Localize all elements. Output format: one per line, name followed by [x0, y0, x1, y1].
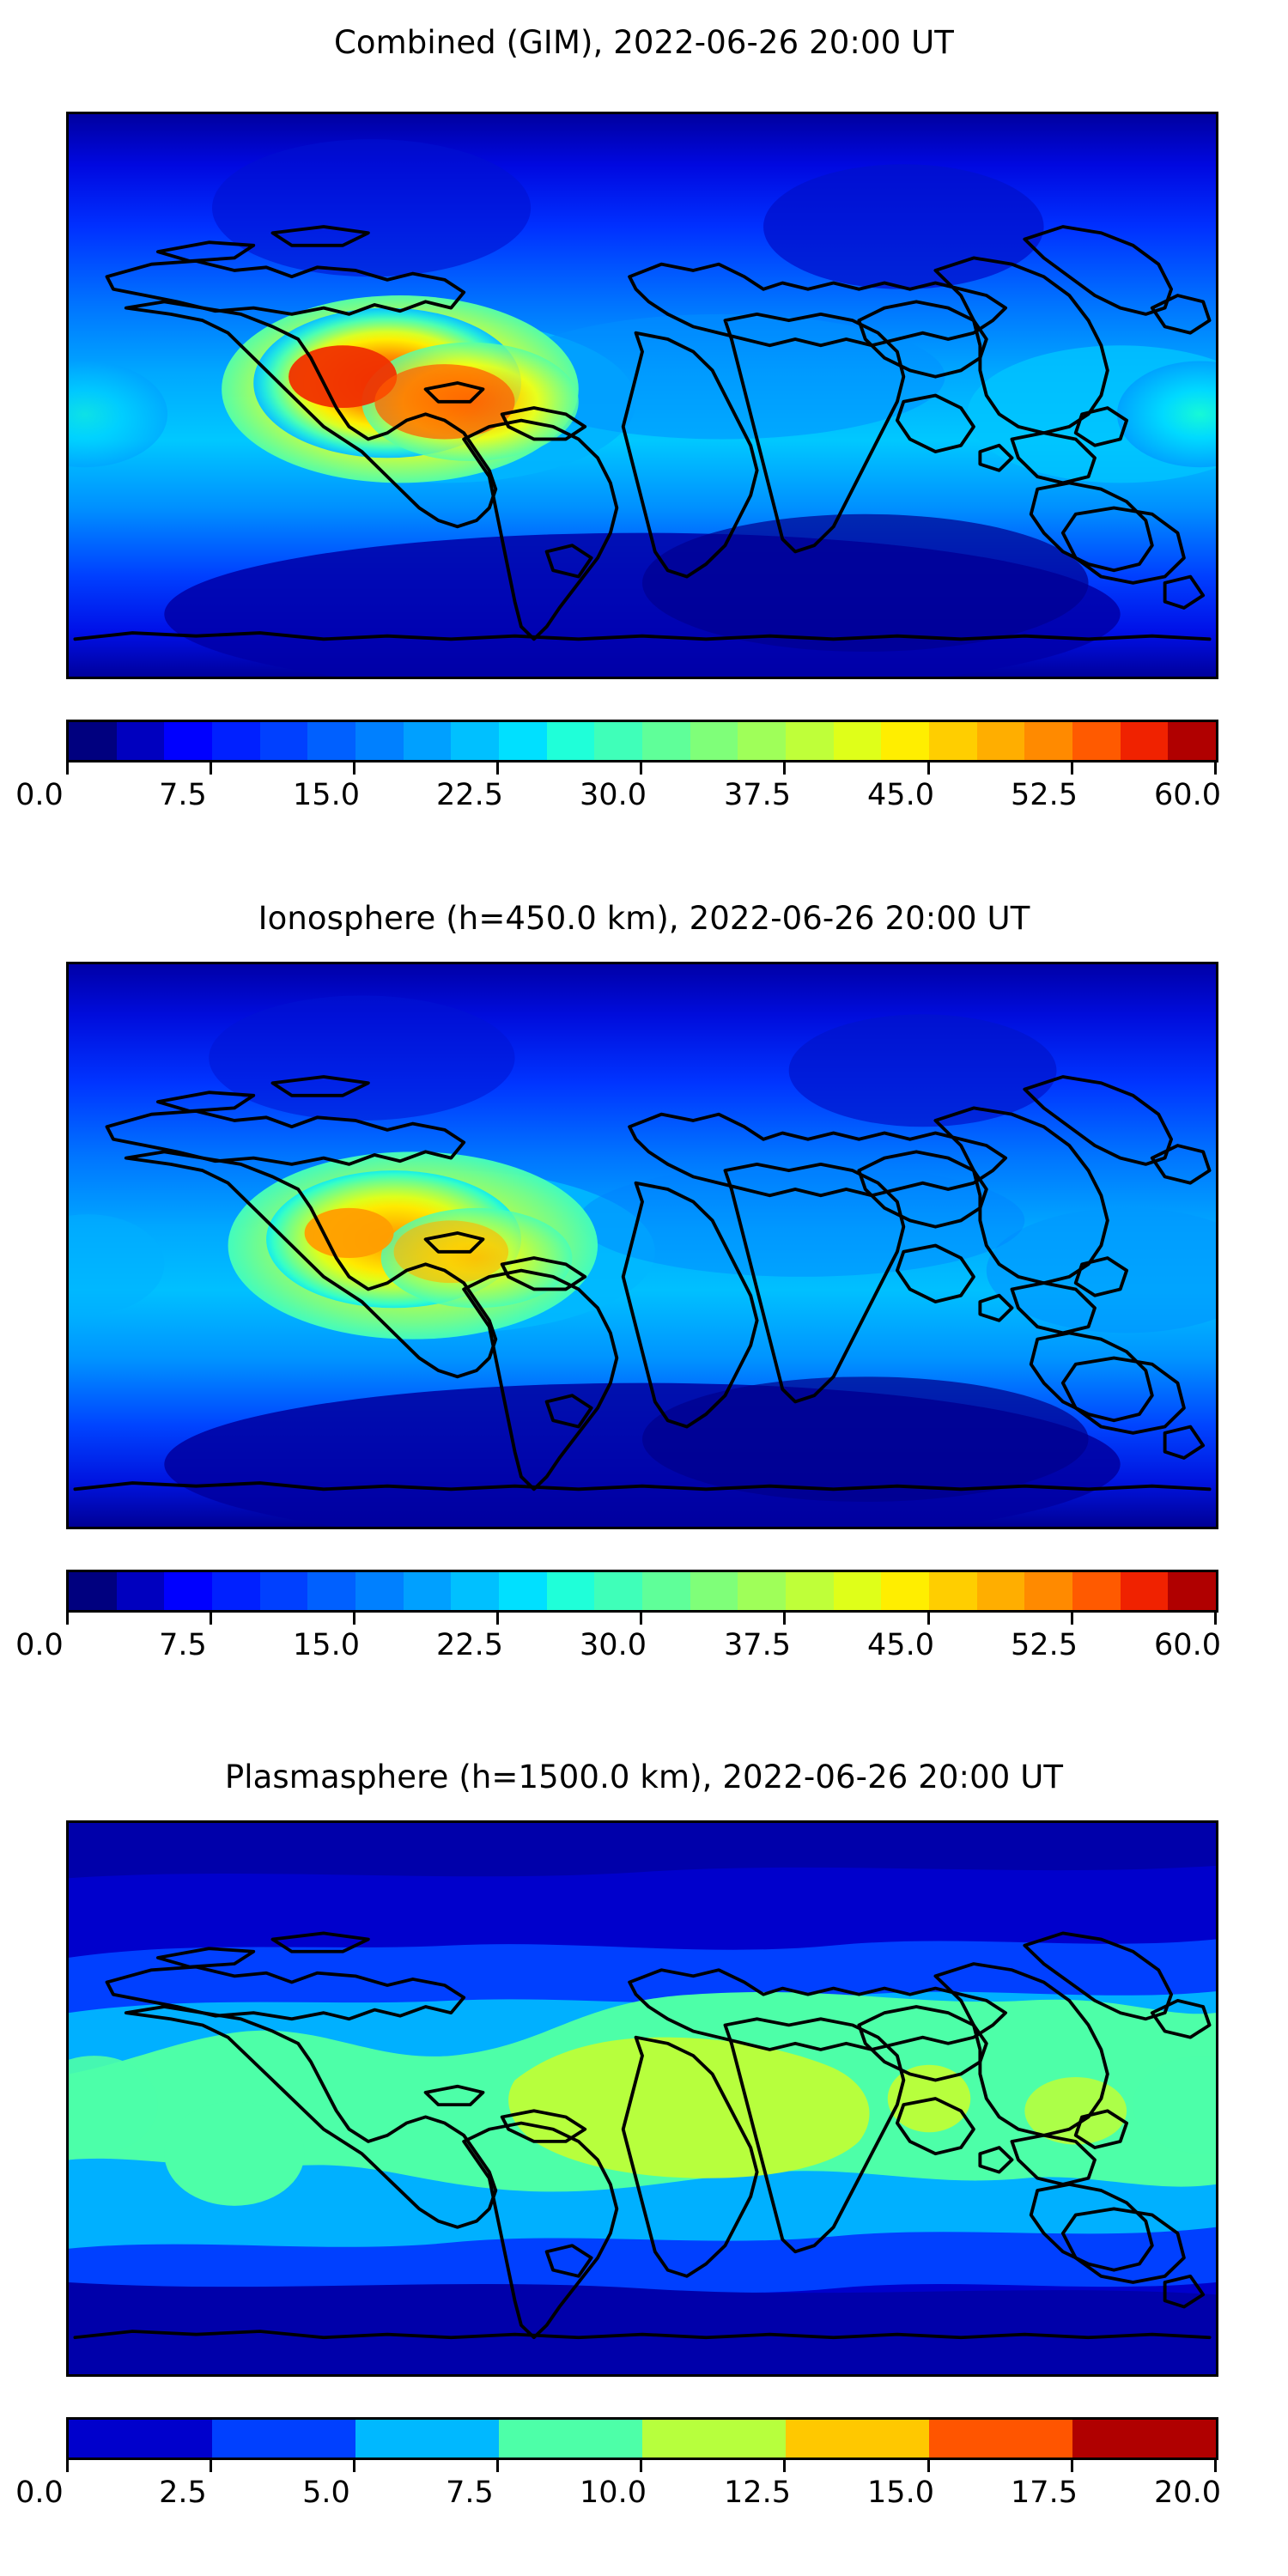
cbar-tick-label: 22.5 [436, 1628, 503, 1662]
tec-field-combined [69, 114, 1216, 677]
cbar-tick-label: 0.0 [15, 1628, 64, 1662]
cbar-tick-label: 2.5 [159, 2476, 207, 2510]
contour-band-10_0-indian [887, 2064, 971, 2133]
cbar-tick-label: 37.5 [724, 778, 791, 812]
contour-band-10_0-asia [1024, 2077, 1127, 2145]
cbar-tick-label: 5.0 [302, 2476, 350, 2510]
cbar-tick-label: 17.5 [1011, 2476, 1078, 2510]
cbar-tick-label: 20.0 [1154, 2476, 1221, 2510]
cbar-tick-label: 15.0 [867, 2476, 934, 2510]
cbar-tick-label: 30.0 [580, 1628, 647, 1662]
map-axes-ionosphere [66, 962, 1218, 1529]
colorbar-gradient-plasmasphere [69, 2420, 1216, 2458]
map-axes-combined [66, 112, 1218, 679]
panel-title-ionosphere: Ionosphere (h=450.0 km), 2022-06-26 20:0… [258, 900, 1030, 937]
panel-ionosphere: Ionosphere (h=450.0 km), 2022-06-26 20:0… [0, 859, 1288, 1717]
colorbar-labels-plasmasphere: 0.0 2.5 5.0 7.5 10.0 12.5 15.0 17.5 20.0 [0, 2476, 1288, 2518]
colorbar-labels-ionosphere: 0.0 7.5 15.0 22.5 30.0 37.5 45.0 52.5 60… [0, 1628, 1288, 1671]
map-field-plasmasphere [69, 1823, 1216, 2374]
panel-combined-gim: Combined (GIM), 2022-06-26 20:00 UT [0, 0, 1288, 859]
colorbar-ticks-plasmasphere [66, 2458, 1218, 2478]
map-axes-plasmasphere [66, 1820, 1218, 2377]
map-field-combined [69, 114, 1216, 677]
colorbar-ticks-combined [66, 760, 1218, 781]
colorbar-gradient-combined [69, 722, 1216, 760]
panel-title-combined: Combined (GIM), 2022-06-26 20:00 UT [333, 24, 954, 61]
cbar-tick-label: 52.5 [1011, 778, 1078, 812]
contour-band-polar-south [69, 2282, 1216, 2374]
cbar-tick-label: 22.5 [436, 778, 503, 812]
colorbar-ionosphere [66, 1570, 1218, 1613]
contour-band-polar-north [69, 1823, 1216, 1879]
cbar-tick-label: 37.5 [724, 1628, 791, 1662]
cbar-tick-label: 45.0 [867, 778, 934, 812]
cbar-tick-label: 45.0 [867, 1628, 934, 1662]
panel-plasmasphere: Plasmasphere (h=1500.0 km), 2022-06-26 2… [0, 1717, 1288, 2576]
colorbar-plasmasphere [66, 2417, 1218, 2460]
map-field-ionosphere [69, 964, 1216, 1527]
tec-field-plasmasphere [69, 1823, 1216, 2374]
cbar-tick-label: 30.0 [580, 778, 647, 812]
cbar-tick-label: 15.0 [293, 778, 360, 812]
cbar-tick-label: 7.5 [159, 1628, 207, 1662]
cbar-tick-label: 60.0 [1154, 778, 1221, 812]
colorbar-gradient-ionosphere [69, 1572, 1216, 1610]
cbar-tick-label: 60.0 [1154, 1628, 1221, 1662]
cbar-tick-label: 10.0 [580, 2476, 647, 2510]
cbar-tick-label: 7.5 [159, 778, 207, 812]
panel-title-plasmasphere: Plasmasphere (h=1500.0 km), 2022-06-26 2… [224, 1759, 1064, 1795]
colorbar-combined [66, 720, 1218, 762]
cbar-tick-label: 52.5 [1011, 1628, 1078, 1662]
contour-blob-pacific-east [1133, 2056, 1216, 2154]
colorbar-ticks-ionosphere [66, 1610, 1218, 1631]
cbar-tick-label: 0.0 [15, 778, 64, 812]
cbar-tick-label: 15.0 [293, 1628, 360, 1662]
cbar-tick-label: 0.0 [15, 2476, 64, 2510]
contour-blob-south-america [164, 2101, 305, 2206]
cbar-tick-label: 12.5 [724, 2476, 791, 2510]
cbar-tick-label: 7.5 [446, 2476, 494, 2510]
colorbar-labels-combined: 0.0 7.5 15.0 22.5 30.0 37.5 45.0 52.5 60… [0, 778, 1288, 821]
tec-field-ionosphere [69, 964, 1216, 1527]
